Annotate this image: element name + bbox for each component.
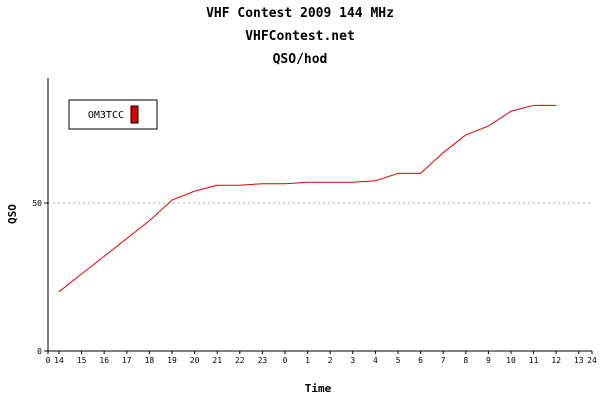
x-tick-label: 12 xyxy=(551,356,561,365)
legend-label: OM3TCC xyxy=(88,110,124,121)
x-tick-label: 8 xyxy=(463,356,468,365)
x-tick-label: 6 xyxy=(418,356,423,365)
x-tick-label: 21 xyxy=(212,356,222,365)
chart-title: VHF Contest 2009 144 MHz xyxy=(206,6,394,21)
x-tick-label: 20 xyxy=(190,356,200,365)
y-tick-label: 0 xyxy=(37,347,42,356)
x-tick-label: 0 xyxy=(46,356,51,365)
x-tick-label: 1 xyxy=(305,356,310,365)
x-axis-title: Time xyxy=(305,382,332,395)
x-tick-label: 11 xyxy=(529,356,539,365)
x-tick-label: 19 xyxy=(167,356,177,365)
x-tick-label: 14 xyxy=(54,356,64,365)
legend-swatch xyxy=(130,105,139,124)
x-tick-label: 3 xyxy=(350,356,355,365)
series-line xyxy=(58,104,557,293)
x-tick-label: 17 xyxy=(122,356,132,365)
x-tick-label: 15 xyxy=(77,356,87,365)
x-tick-label: 7 xyxy=(441,356,446,365)
x-tick-label: 0 xyxy=(283,356,288,365)
x-tick-label: 10 xyxy=(506,356,516,365)
y-tick-label: 50 xyxy=(32,199,42,208)
legend-box xyxy=(68,99,158,130)
x-tick-label: 22 xyxy=(235,356,245,365)
x-tick-label: 24 xyxy=(587,356,597,365)
x-tick-label: 4 xyxy=(373,356,378,365)
x-tick-label: 16 xyxy=(99,356,109,365)
x-tick-label: 2 xyxy=(328,356,333,365)
x-tick-label: 13 xyxy=(574,356,584,365)
x-tick-label: 5 xyxy=(396,356,401,365)
x-tick-label: 23 xyxy=(258,356,268,365)
x-tick-label: 9 xyxy=(486,356,491,365)
x-tick-label: 18 xyxy=(145,356,155,365)
chart-subtitle: VHFContest.net xyxy=(245,29,355,44)
y-axis-title: QSO xyxy=(6,204,19,224)
chart-subtitle-2: QSO/hod xyxy=(272,52,328,67)
